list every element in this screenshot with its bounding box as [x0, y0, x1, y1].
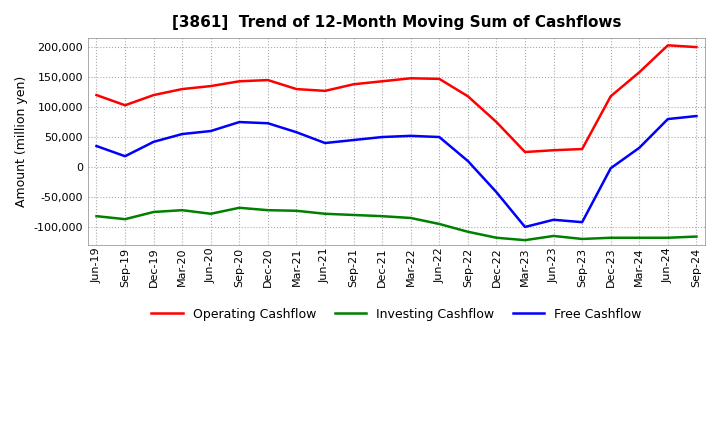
Free Cashflow — [92, 143, 101, 149]
Investing Cashflow — [606, 235, 615, 240]
Investing Cashflow — [578, 236, 587, 242]
Free Cashflow — [606, 165, 615, 171]
Investing Cashflow — [521, 238, 529, 243]
Investing Cashflow — [121, 216, 130, 222]
Investing Cashflow — [549, 233, 558, 238]
Operating Cashflow — [378, 79, 387, 84]
Free Cashflow — [349, 137, 358, 143]
Operating Cashflow — [578, 147, 587, 152]
Investing Cashflow — [292, 208, 301, 213]
Operating Cashflow — [406, 76, 415, 81]
Free Cashflow — [320, 140, 329, 146]
Free Cashflow — [549, 217, 558, 222]
Investing Cashflow — [635, 235, 644, 240]
Free Cashflow — [406, 133, 415, 139]
Investing Cashflow — [406, 215, 415, 220]
Investing Cashflow — [492, 235, 501, 240]
Line: Free Cashflow: Free Cashflow — [96, 116, 696, 227]
Free Cashflow — [578, 220, 587, 225]
Operating Cashflow — [320, 88, 329, 94]
Free Cashflow — [635, 145, 644, 150]
Investing Cashflow — [92, 213, 101, 219]
Operating Cashflow — [149, 92, 158, 98]
Investing Cashflow — [664, 235, 672, 240]
Operating Cashflow — [521, 150, 529, 155]
Investing Cashflow — [349, 213, 358, 218]
Title: [3861]  Trend of 12-Month Moving Sum of Cashflows: [3861] Trend of 12-Month Moving Sum of C… — [171, 15, 621, 30]
Investing Cashflow — [149, 209, 158, 215]
Operating Cashflow — [207, 84, 215, 89]
Operating Cashflow — [121, 103, 130, 108]
Free Cashflow — [692, 114, 701, 119]
Operating Cashflow — [635, 70, 644, 75]
Line: Operating Cashflow: Operating Cashflow — [96, 45, 696, 152]
Operating Cashflow — [606, 94, 615, 99]
Operating Cashflow — [549, 147, 558, 153]
Operating Cashflow — [664, 43, 672, 48]
Free Cashflow — [264, 121, 272, 126]
Operating Cashflow — [292, 86, 301, 92]
Free Cashflow — [235, 119, 243, 125]
Legend: Operating Cashflow, Investing Cashflow, Free Cashflow: Operating Cashflow, Investing Cashflow, … — [146, 303, 647, 326]
Investing Cashflow — [692, 234, 701, 239]
Operating Cashflow — [92, 92, 101, 98]
Free Cashflow — [149, 139, 158, 144]
Line: Investing Cashflow: Investing Cashflow — [96, 208, 696, 240]
Free Cashflow — [492, 190, 501, 195]
Operating Cashflow — [492, 119, 501, 125]
Free Cashflow — [292, 130, 301, 135]
Y-axis label: Amount (million yen): Amount (million yen) — [15, 76, 28, 207]
Free Cashflow — [121, 154, 130, 159]
Investing Cashflow — [178, 208, 186, 213]
Investing Cashflow — [435, 221, 444, 227]
Free Cashflow — [435, 134, 444, 139]
Free Cashflow — [521, 224, 529, 230]
Free Cashflow — [378, 134, 387, 139]
Investing Cashflow — [378, 213, 387, 219]
Operating Cashflow — [235, 79, 243, 84]
Investing Cashflow — [464, 229, 472, 235]
Investing Cashflow — [320, 211, 329, 216]
Free Cashflow — [207, 128, 215, 134]
Operating Cashflow — [435, 76, 444, 81]
Operating Cashflow — [264, 77, 272, 83]
Free Cashflow — [178, 132, 186, 137]
Investing Cashflow — [235, 205, 243, 210]
Investing Cashflow — [207, 211, 215, 216]
Free Cashflow — [664, 117, 672, 122]
Operating Cashflow — [464, 94, 472, 99]
Operating Cashflow — [349, 82, 358, 87]
Operating Cashflow — [692, 44, 701, 50]
Investing Cashflow — [264, 208, 272, 213]
Operating Cashflow — [178, 86, 186, 92]
Free Cashflow — [464, 158, 472, 164]
